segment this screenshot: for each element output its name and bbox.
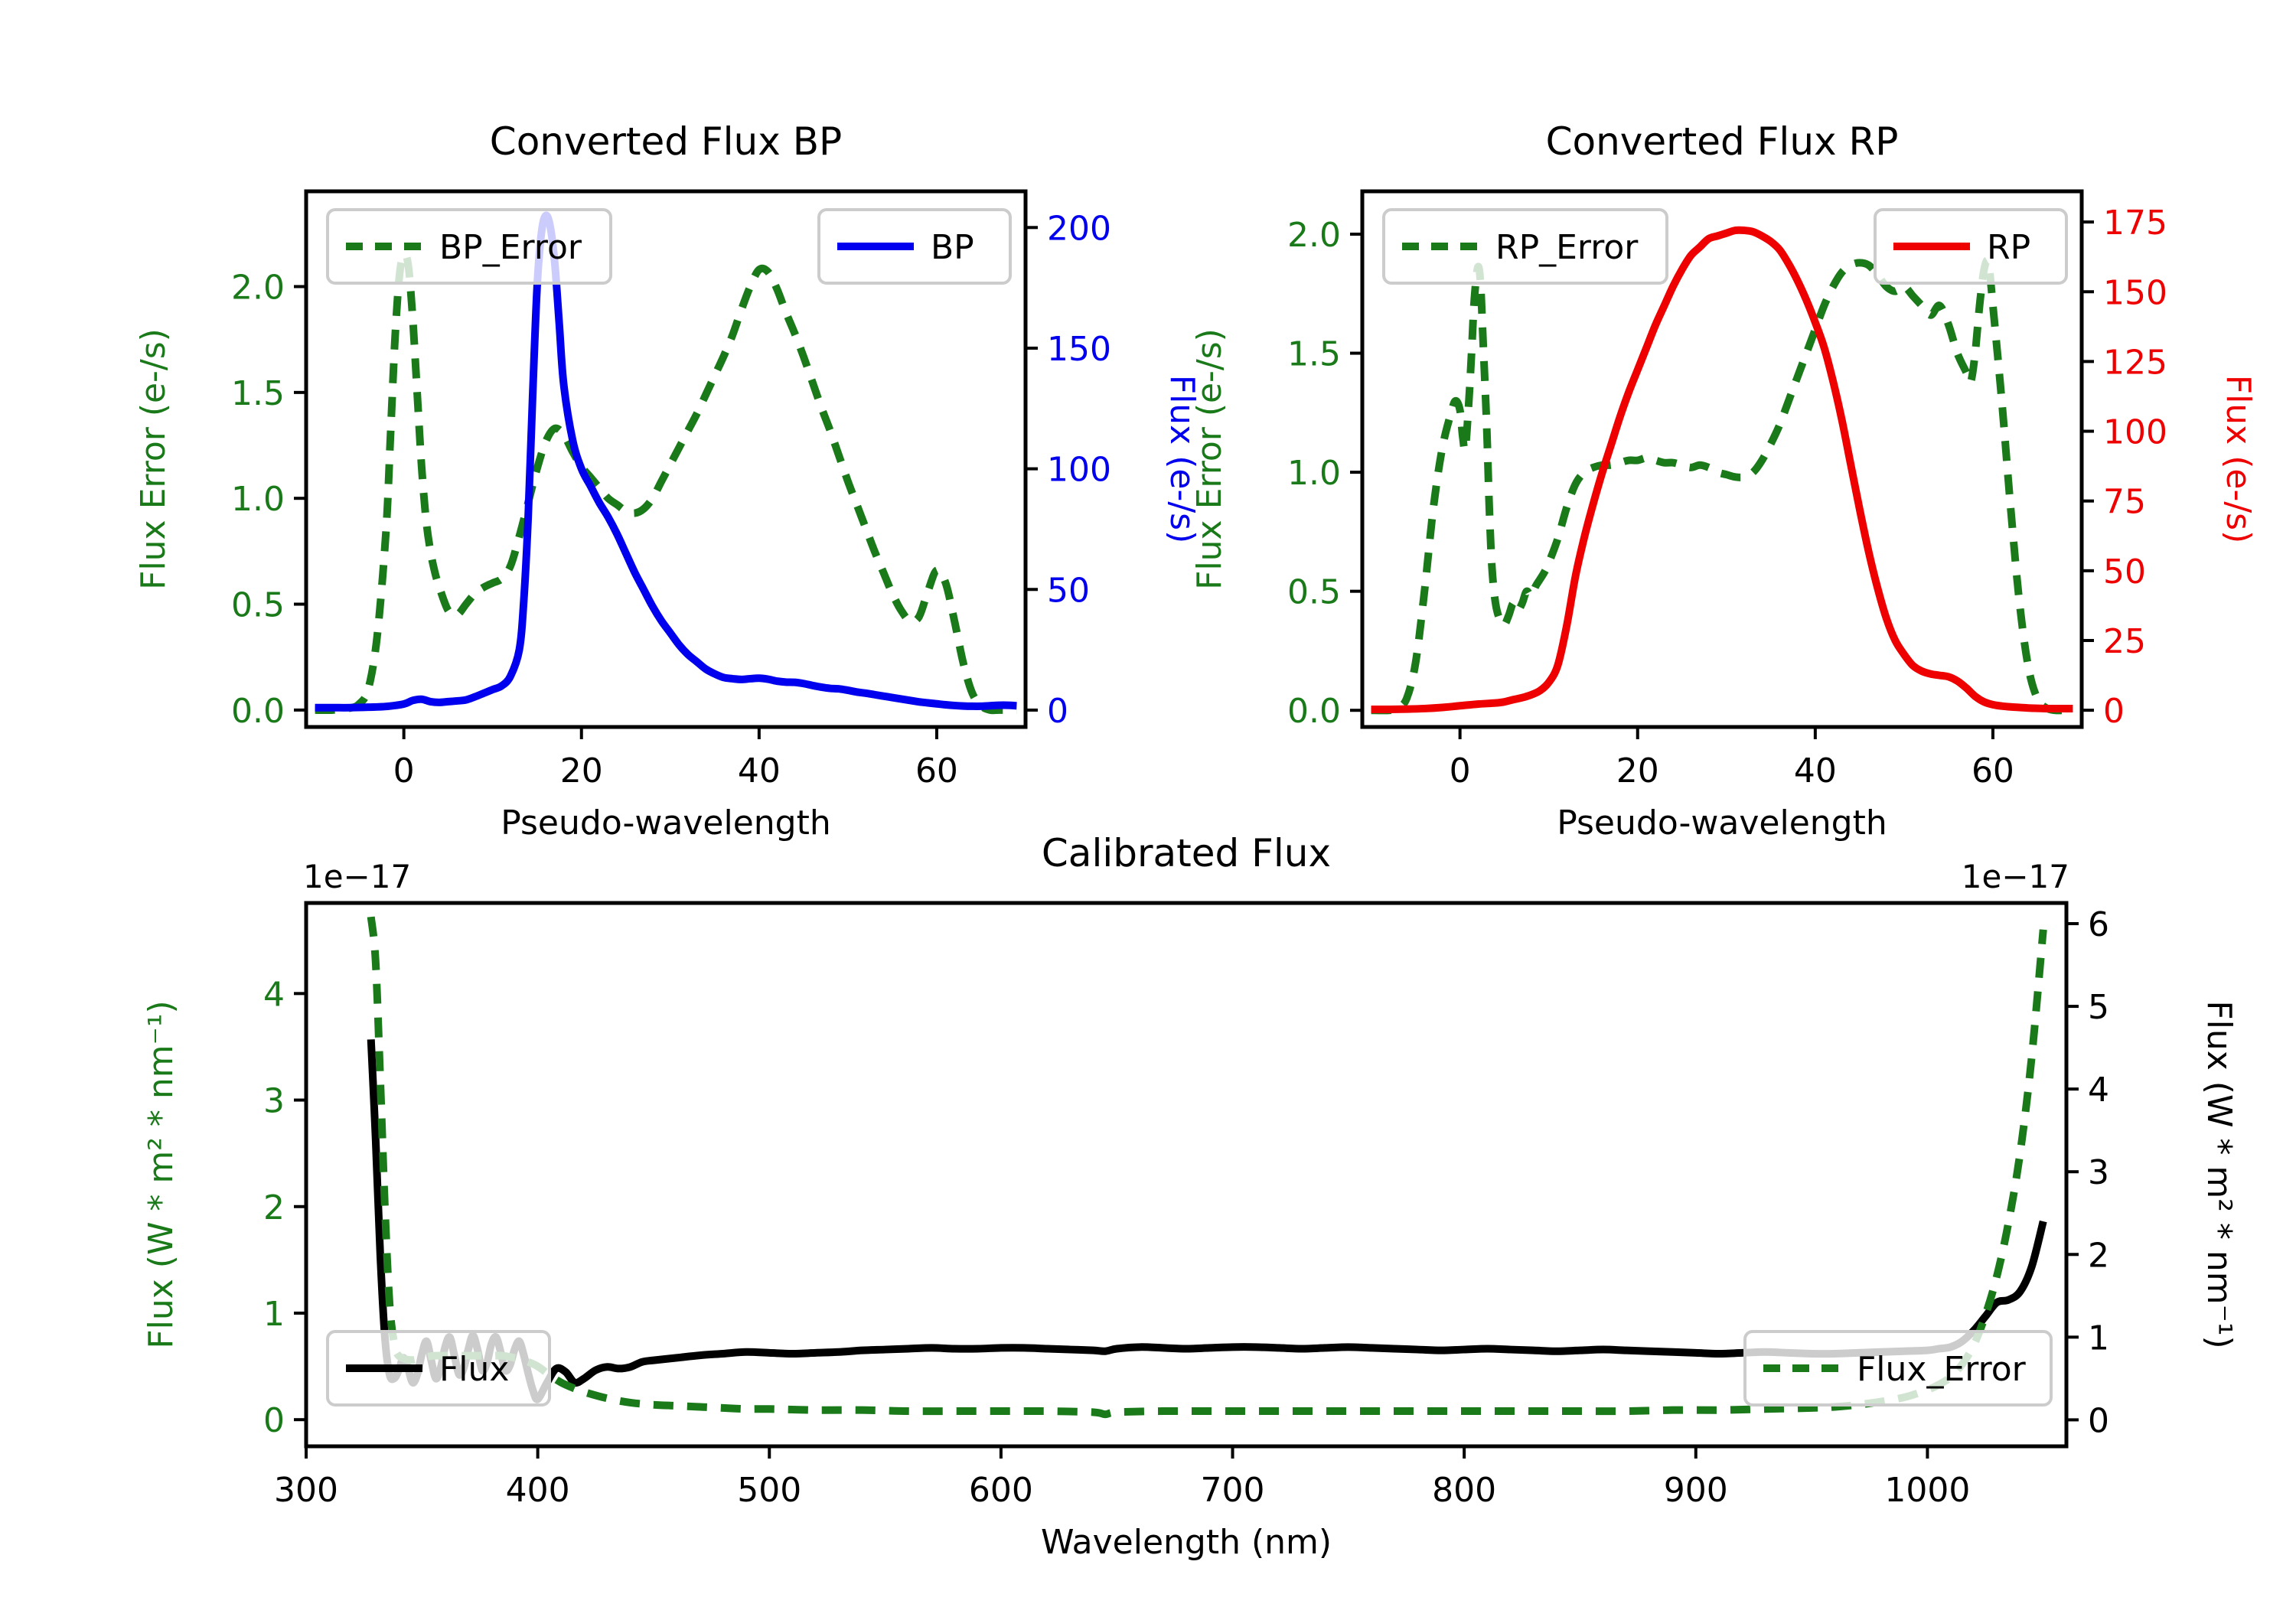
y-axis-label-left: Flux Error (e-/s) xyxy=(134,328,173,590)
series-line-bp xyxy=(315,211,1017,712)
offset-label-left: 1e−17 xyxy=(303,858,411,895)
y-tick-label-right: 1 xyxy=(2088,1319,2109,1358)
y-tick-label-right: 125 xyxy=(2103,343,2167,382)
y-tick-label-left: 1 xyxy=(263,1295,285,1334)
y-tick-label-left: 0.5 xyxy=(1287,573,1341,612)
y-tick-label-right: 2 xyxy=(2088,1236,2109,1275)
y-tick-label-right: 75 xyxy=(2103,483,2146,522)
x-tick-label: 40 xyxy=(1794,751,1837,790)
y-axis-label-right: Flux (e-/s) xyxy=(2219,375,2258,543)
y-tick-label-left: 2.0 xyxy=(1287,216,1341,255)
curves-converted-flux-rp xyxy=(1371,226,2073,715)
x-tick-label: 20 xyxy=(560,751,603,790)
x-tick-label: 1000 xyxy=(1884,1471,1970,1510)
x-tick-label: 600 xyxy=(969,1471,1033,1510)
y-tick-label-right: 0 xyxy=(1047,692,1068,731)
legend-flux_error[interactable]: Flux_Error xyxy=(1743,1330,2053,1407)
y-tick-label-right: 3 xyxy=(2088,1153,2109,1192)
panel-title-calibrated-flux: Calibrated Flux xyxy=(1042,831,1331,875)
y-tick-label-right: 4 xyxy=(2088,1071,2109,1110)
curves-converted-flux-bp xyxy=(315,211,1017,715)
series-line-rp_error xyxy=(1371,256,2073,715)
x-tick-label: 800 xyxy=(1432,1471,1496,1510)
legend-label-bp: BP xyxy=(931,228,974,267)
series-line-rp xyxy=(1371,226,2073,714)
plot-frame-calibrated-flux xyxy=(304,901,2069,1449)
y-axis-label-left: Flux Error (e-/s) xyxy=(1190,328,1229,590)
panel-converted-flux-rp: Converted Flux RP 0 20 40 60 Pseudo-wavelengt… xyxy=(1190,119,2258,843)
legend-bp[interactable]: BP xyxy=(817,208,1012,285)
y-tick-label-right: 25 xyxy=(2103,622,2146,661)
y-axis-label-left: Flux (W * m² * nm⁻¹) xyxy=(142,1000,181,1348)
legend-label-rp_error: RP_Error xyxy=(1495,228,1639,267)
y-tick-label-left: 3 xyxy=(263,1082,285,1121)
legend-box xyxy=(817,208,1012,285)
series-line-bp_error xyxy=(315,250,1017,715)
legend-label-rp: RP xyxy=(1987,228,2030,267)
y-tick-label-right: 200 xyxy=(1047,209,1111,248)
legend-box xyxy=(326,1330,551,1407)
y-tick-label-right: 150 xyxy=(2103,273,2167,312)
x-tick-label: 20 xyxy=(1616,751,1659,790)
y-tick-label-right: 100 xyxy=(2103,413,2167,452)
x-tick-label: 40 xyxy=(738,751,781,790)
legend-box xyxy=(1382,208,1668,285)
y-tick-label-left: 4 xyxy=(263,975,285,1014)
legend-box xyxy=(326,208,612,285)
x-tick-label: 60 xyxy=(1971,751,2014,790)
panel-title-converted-flux-rp: Converted Flux RP xyxy=(1546,119,1899,164)
y-axis-label-right: Flux (W * m² * nm⁻¹) xyxy=(2200,1000,2239,1348)
legend-box xyxy=(1874,208,2068,285)
y-tick-label-left: 1.0 xyxy=(1287,454,1341,493)
y-tick-label-right: 0 xyxy=(2088,1401,2109,1440)
legend-flux[interactable]: Flux xyxy=(326,1330,551,1407)
y-tick-label-right: 5 xyxy=(2088,988,2109,1027)
legend-label-bp_error: BP_Error xyxy=(439,228,582,267)
legend-box xyxy=(1743,1330,2053,1407)
y-tick-label-right: 50 xyxy=(2103,553,2146,592)
y-tick-label-left: 0.0 xyxy=(231,692,285,731)
x-tick-label: 500 xyxy=(737,1471,801,1510)
y-tick-label-right: 0 xyxy=(2103,692,2125,731)
y-tick-label-left: 1.0 xyxy=(231,480,285,519)
y-tick-label-left: 0 xyxy=(263,1401,285,1440)
x-tick-label: 0 xyxy=(393,751,415,790)
y-tick-label-left: 0.5 xyxy=(231,586,285,625)
legend-rp[interactable]: RP xyxy=(1874,208,2068,285)
x-tick-label: 400 xyxy=(506,1471,570,1510)
legend-bp_error[interactable]: BP_Error xyxy=(326,208,612,285)
plot-frame-converted-flux-bp xyxy=(304,189,1028,729)
y-tick-label-right: 50 xyxy=(1047,571,1090,610)
plot-frame-converted-flux-rp xyxy=(1360,189,2084,729)
y-tick-label-right: 175 xyxy=(2103,204,2167,243)
y-tick-label-left: 2 xyxy=(263,1188,285,1227)
x-axis-label: Wavelength (nm) xyxy=(1041,1523,1332,1562)
y-tick-label-right: 150 xyxy=(1047,330,1111,369)
panel-converted-flux-bp: Converted Flux BP 0 20 40 60 Pseudo-wavelengt… xyxy=(134,119,1202,843)
x-axis-label: Pseudo-wavelength xyxy=(1557,804,1887,843)
panel-title-converted-flux-bp: Converted Flux BP xyxy=(490,119,842,164)
y-axis-label-right: Flux (e-/s) xyxy=(1163,375,1202,543)
y-tick-label-left: 0.0 xyxy=(1287,692,1341,731)
x-tick-label: 60 xyxy=(915,751,958,790)
x-axis-label: Pseudo-wavelength xyxy=(501,804,831,843)
legend-label-flux_error: Flux_Error xyxy=(1857,1350,2027,1389)
y-tick-label-right: 6 xyxy=(2088,905,2109,944)
y-tick-label-left: 1.5 xyxy=(231,374,285,413)
legend-rp_error[interactable]: RP_Error xyxy=(1382,208,1668,285)
x-tick-label: 300 xyxy=(274,1471,338,1510)
x-tick-label: 700 xyxy=(1201,1471,1265,1510)
y-tick-label-left: 1.5 xyxy=(1287,335,1341,374)
y-tick-label-right: 100 xyxy=(1047,451,1111,490)
x-tick-label: 0 xyxy=(1450,751,1471,790)
x-tick-label: 900 xyxy=(1664,1471,1728,1510)
y-tick-label-left: 2.0 xyxy=(231,269,285,308)
legend-label-flux: Flux xyxy=(439,1350,509,1389)
offset-label-right: 1e−17 xyxy=(1962,858,2069,895)
